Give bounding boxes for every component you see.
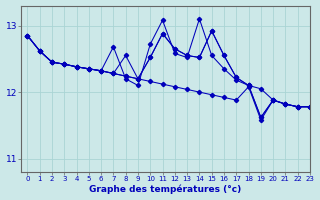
X-axis label: Graphe des températures (°c): Graphe des températures (°c): [90, 185, 242, 194]
